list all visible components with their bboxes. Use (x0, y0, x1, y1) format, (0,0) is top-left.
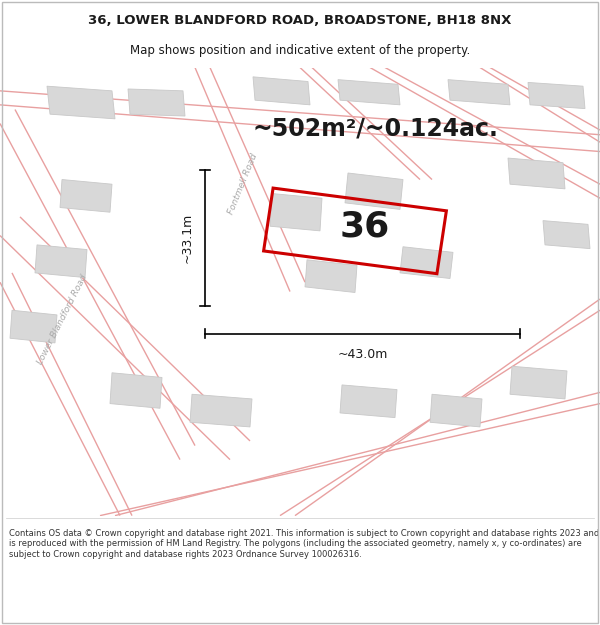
Text: ~43.0m: ~43.0m (337, 348, 388, 361)
Polygon shape (110, 372, 162, 408)
Polygon shape (510, 366, 567, 399)
Polygon shape (345, 173, 403, 209)
Polygon shape (35, 245, 87, 278)
Polygon shape (400, 247, 453, 279)
Text: ~33.1m: ~33.1m (181, 213, 193, 263)
Polygon shape (448, 79, 510, 105)
Polygon shape (338, 79, 400, 105)
Polygon shape (47, 86, 115, 119)
Polygon shape (270, 194, 322, 231)
Polygon shape (253, 77, 310, 105)
Polygon shape (305, 260, 357, 292)
Text: Map shows position and indicative extent of the property.: Map shows position and indicative extent… (130, 44, 470, 57)
Polygon shape (340, 385, 397, 418)
Polygon shape (190, 394, 252, 427)
Text: 36: 36 (340, 209, 390, 243)
Text: Contains OS data © Crown copyright and database right 2021. This information is : Contains OS data © Crown copyright and d… (9, 529, 599, 559)
Text: ~502m²/~0.124ac.: ~502m²/~0.124ac. (252, 116, 498, 140)
Text: 36, LOWER BLANDFORD ROAD, BROADSTONE, BH18 8NX: 36, LOWER BLANDFORD ROAD, BROADSTONE, BH… (88, 14, 512, 27)
Polygon shape (528, 82, 585, 109)
Text: Fontmell Road: Fontmell Road (227, 152, 259, 216)
Polygon shape (430, 394, 482, 427)
Polygon shape (60, 179, 112, 213)
Polygon shape (543, 221, 590, 249)
Polygon shape (508, 158, 565, 189)
Polygon shape (128, 89, 185, 116)
Polygon shape (10, 310, 57, 343)
Text: Lower Blandford Road: Lower Blandford Road (35, 273, 89, 366)
